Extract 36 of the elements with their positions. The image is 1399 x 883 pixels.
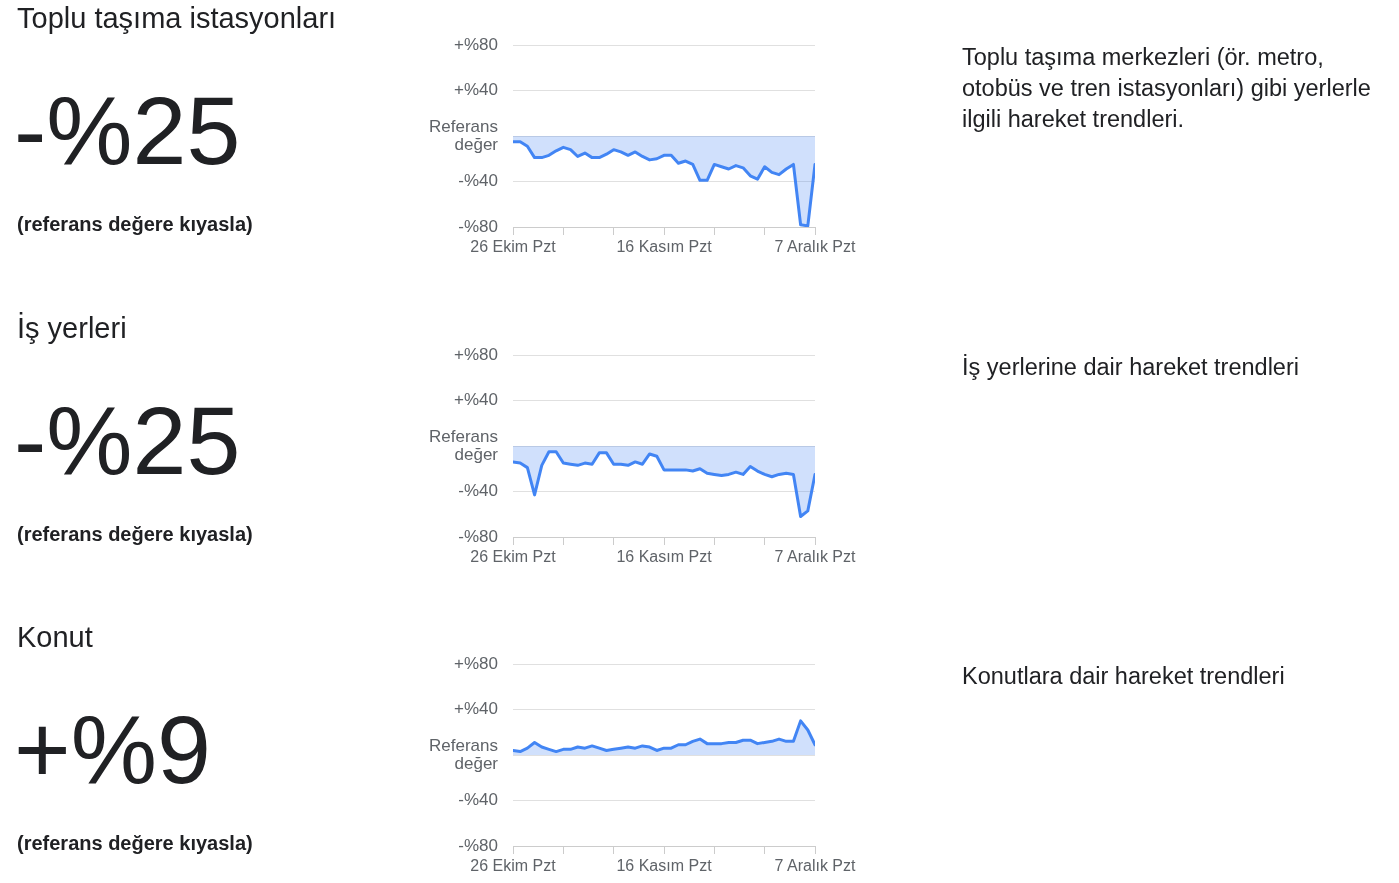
text: Toplu taşıma merkezleri (ör. metro, otobüs ve tren istasyonları) gibi yerlerle ilgili hareket trendleri. bbox=[962, 43, 1372, 134]
text: -%25 bbox=[14, 385, 241, 496]
x-tick-label: 26 Ekim Pzt bbox=[470, 547, 557, 565]
y-tick-label: +%40 bbox=[454, 80, 498, 100]
y-tick-label: Referans değer bbox=[429, 735, 499, 773]
text: İş yerlerine dair hareket trendleri bbox=[962, 352, 1300, 382]
text: +%9 bbox=[14, 695, 211, 805]
y-tick-label: -%40 bbox=[458, 480, 498, 500]
text: Toplu taşıma istasyonları bbox=[17, 1, 337, 36]
x-tick-label: 7 Aralık Pzt bbox=[774, 857, 857, 875]
y-tick-label: Referans değer bbox=[429, 426, 499, 464]
y-tick-label: +%40 bbox=[454, 699, 498, 719]
y-tick-label: +%80 bbox=[454, 344, 498, 364]
text: (referans değere kıyasla) bbox=[17, 212, 253, 236]
x-tick-label: 16 Kasım Pzt bbox=[616, 547, 713, 565]
y-tick-label: -%40 bbox=[458, 790, 498, 810]
y-tick-label: -%80 bbox=[458, 216, 498, 236]
text: (referans değere kıyasla) bbox=[17, 831, 253, 855]
text: Konutlara dair hareket trendleri bbox=[962, 662, 1286, 691]
x-tick-label: 26 Ekim Pzt bbox=[470, 857, 557, 875]
y-tick-label: +%80 bbox=[454, 34, 498, 54]
x-tick-label: 16 Kasım Pzt bbox=[616, 857, 713, 875]
x-tick-label: 26 Ekim Pzt bbox=[470, 238, 557, 256]
x-tick-label: 7 Aralık Pzt bbox=[774, 547, 857, 565]
y-tick-label: Referans değer bbox=[429, 116, 499, 154]
y-tick-label: +%40 bbox=[454, 389, 498, 409]
text: (referans değere kıyasla) bbox=[17, 521, 253, 546]
x-tick-label: 7 Aralık Pzt bbox=[774, 238, 857, 256]
y-tick-label: +%80 bbox=[454, 653, 498, 673]
text: İş yerleri bbox=[17, 310, 127, 346]
y-tick-label: -%80 bbox=[458, 526, 498, 546]
text: -%25 bbox=[14, 76, 241, 186]
text: Konut bbox=[17, 620, 93, 655]
y-tick-label: -%80 bbox=[458, 835, 498, 855]
x-tick-label: 16 Kasım Pzt bbox=[616, 238, 713, 256]
y-tick-label: -%40 bbox=[458, 171, 498, 191]
